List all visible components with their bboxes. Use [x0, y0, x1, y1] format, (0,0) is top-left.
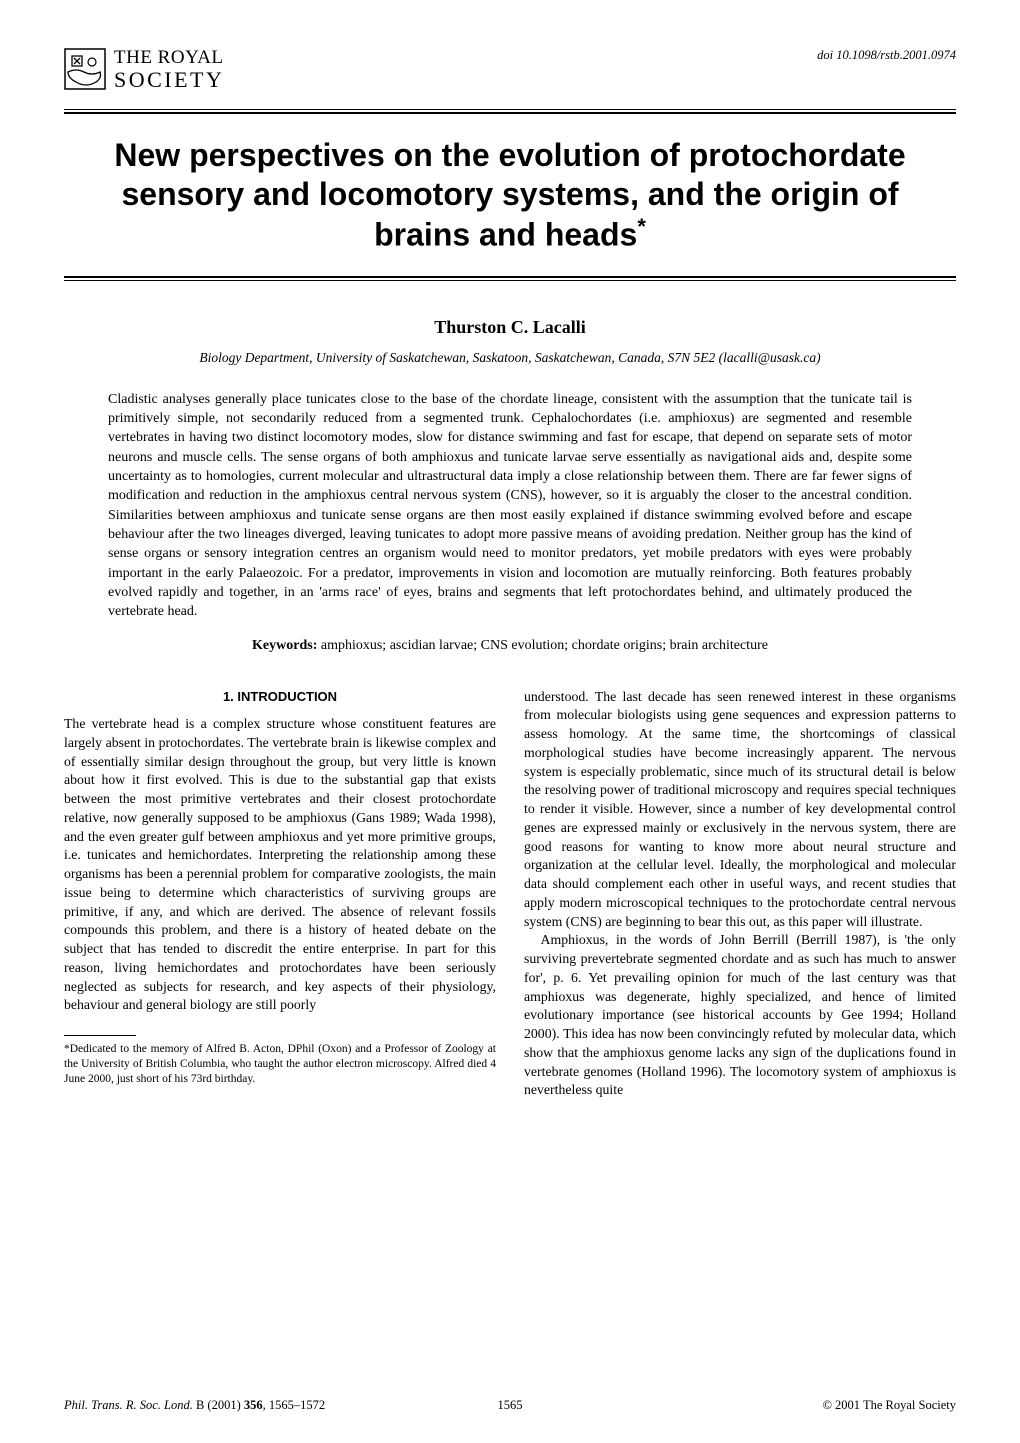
- article-title: New perspectives on the evolution of pro…: [74, 136, 946, 255]
- doi-text: doi 10.1098/rstb.2001.0974: [817, 48, 956, 63]
- dedication-footnote: *Dedicated to the memory of Alfred B. Ac…: [64, 1042, 496, 1086]
- royal-society-crest-icon: [64, 48, 106, 90]
- author-affiliation: Biology Department, University of Saskat…: [64, 350, 956, 366]
- page-number: 1565: [498, 1398, 523, 1413]
- title-footnote-marker: *: [637, 214, 646, 239]
- keywords-text: amphioxus; ascidian larvae; CNS evolutio…: [317, 638, 768, 653]
- footer-pages: , 1565–1572: [263, 1398, 326, 1412]
- body-columns: 1. INTRODUCTION The vertebrate head is a…: [64, 688, 956, 1101]
- title-text: New perspectives on the evolution of pro…: [114, 137, 905, 253]
- body-paragraph-1: The vertebrate head is a complex structu…: [64, 715, 496, 1015]
- footnote-block: *Dedicated to the memory of Alfred B. Ac…: [64, 1035, 496, 1086]
- author-name: Thurston C. Lacalli: [64, 317, 956, 338]
- body-paragraph-3: Amphioxus, in the words of John Berrill …: [524, 931, 956, 1100]
- footer-volume: 356: [244, 1398, 263, 1412]
- footer-citation: Phil. Trans. R. Soc. Lond. B (2001) 356,…: [64, 1398, 325, 1413]
- keywords-line: Keywords: amphioxus; ascidian larvae; CN…: [108, 638, 912, 654]
- publisher-name-line1: THE ROYAL: [114, 48, 224, 68]
- section-heading-introduction: 1. INTRODUCTION: [64, 688, 496, 706]
- body-paragraph-2: understood. The last decade has seen ren…: [524, 688, 956, 932]
- footer-copyright: © 2001 The Royal Society: [822, 1398, 956, 1413]
- footnote-rule: [64, 1035, 136, 1036]
- publisher-logo: THE ROYAL SOCIETY: [64, 48, 224, 91]
- title-rule-bottom: [64, 276, 956, 281]
- title-rule-top: [64, 109, 956, 114]
- page-header: THE ROYAL SOCIETY doi 10.1098/rstb.2001.…: [64, 48, 956, 91]
- publisher-name: THE ROYAL SOCIETY: [114, 48, 224, 91]
- footer-journal: Phil. Trans. R. Soc. Lond.: [64, 1398, 193, 1412]
- keywords-label: Keywords:: [252, 638, 317, 653]
- footer-series: B (2001): [193, 1398, 244, 1412]
- page-footer: Phil. Trans. R. Soc. Lond. B (2001) 356,…: [64, 1398, 956, 1413]
- publisher-name-line2: SOCIETY: [114, 68, 224, 91]
- abstract-text: Cladistic analyses generally place tunic…: [108, 390, 912, 622]
